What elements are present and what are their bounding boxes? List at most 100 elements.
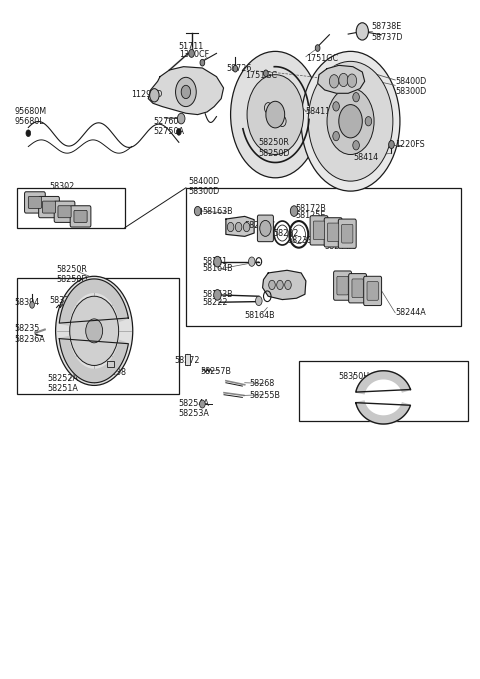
FancyBboxPatch shape (313, 221, 324, 240)
Text: 58235C: 58235C (245, 221, 276, 230)
Text: 58163B: 58163B (203, 291, 233, 299)
Text: 58323: 58323 (49, 296, 75, 305)
FancyBboxPatch shape (327, 223, 339, 242)
Text: 58244A: 58244A (395, 308, 426, 317)
Polygon shape (226, 217, 254, 236)
Circle shape (181, 86, 191, 98)
FancyBboxPatch shape (352, 279, 363, 297)
Circle shape (266, 101, 285, 128)
Polygon shape (148, 67, 224, 115)
Text: 1220FS: 1220FS (395, 140, 425, 149)
FancyBboxPatch shape (324, 218, 342, 247)
Circle shape (214, 289, 221, 300)
Text: 58232: 58232 (273, 229, 298, 238)
Circle shape (189, 50, 194, 57)
Circle shape (276, 280, 283, 289)
Circle shape (308, 61, 393, 181)
Circle shape (333, 102, 339, 111)
Circle shape (194, 206, 201, 216)
Text: 58268: 58268 (250, 379, 275, 388)
FancyBboxPatch shape (58, 206, 71, 218)
Circle shape (235, 223, 242, 232)
Bar (108, 361, 114, 367)
Text: 58252A
58251A: 58252A 58251A (47, 373, 78, 393)
FancyBboxPatch shape (42, 201, 56, 213)
FancyBboxPatch shape (338, 219, 356, 249)
Circle shape (333, 132, 339, 141)
Polygon shape (60, 337, 128, 383)
FancyBboxPatch shape (257, 215, 274, 242)
Circle shape (329, 75, 339, 88)
Circle shape (200, 59, 204, 66)
Circle shape (30, 301, 35, 308)
Text: 58125E: 58125E (296, 211, 326, 220)
Text: 58222: 58222 (203, 297, 228, 307)
Text: 58254A
58253A: 58254A 58253A (179, 399, 210, 418)
Text: 58272: 58272 (174, 356, 200, 365)
Circle shape (70, 296, 119, 365)
Circle shape (214, 256, 221, 267)
FancyBboxPatch shape (334, 271, 351, 300)
Circle shape (178, 113, 185, 124)
FancyBboxPatch shape (367, 282, 378, 300)
FancyBboxPatch shape (24, 191, 45, 213)
Polygon shape (356, 401, 410, 424)
Text: 1751GC: 1751GC (245, 71, 277, 81)
Circle shape (260, 221, 271, 236)
Text: 58394: 58394 (14, 297, 39, 307)
Text: 58164B: 58164B (245, 311, 276, 320)
Text: 58250R
58250D: 58250R 58250D (57, 265, 88, 284)
Text: 1360CF: 1360CF (179, 50, 209, 58)
Circle shape (176, 77, 196, 107)
Bar (16, 188, 125, 227)
Text: 51711: 51711 (179, 42, 204, 51)
Circle shape (26, 130, 31, 136)
FancyBboxPatch shape (342, 224, 353, 243)
FancyBboxPatch shape (39, 196, 60, 218)
FancyBboxPatch shape (74, 210, 87, 223)
Text: 58414: 58414 (353, 153, 378, 162)
Circle shape (228, 223, 234, 232)
Circle shape (255, 296, 262, 306)
Circle shape (249, 257, 255, 266)
Circle shape (269, 280, 275, 289)
Polygon shape (186, 188, 461, 326)
Bar (299, 361, 468, 421)
Circle shape (233, 65, 238, 72)
Circle shape (247, 75, 303, 155)
Circle shape (389, 141, 394, 149)
Circle shape (243, 223, 250, 232)
Circle shape (365, 117, 372, 126)
Text: 95680M
95680L: 95680M 95680L (14, 107, 47, 126)
Text: 58244A: 58244A (324, 242, 355, 251)
Text: 58255B: 58255B (250, 391, 280, 400)
Circle shape (177, 128, 181, 135)
Circle shape (356, 23, 369, 40)
Text: 58400D
58300D: 58400D 58300D (395, 77, 427, 96)
FancyBboxPatch shape (310, 216, 328, 245)
FancyBboxPatch shape (364, 276, 382, 306)
Circle shape (290, 206, 298, 217)
Text: 58726: 58726 (226, 64, 251, 73)
Text: 58738E
58737D: 58738E 58737D (372, 22, 403, 42)
Circle shape (86, 319, 103, 343)
Text: 43138: 43138 (101, 367, 126, 377)
Text: 58163B: 58163B (203, 206, 233, 215)
Text: 58235
58236A: 58235 58236A (14, 325, 45, 344)
Text: 58233: 58233 (287, 236, 312, 245)
Text: 58164B: 58164B (203, 264, 233, 274)
Circle shape (347, 74, 357, 88)
Circle shape (339, 105, 362, 138)
Bar (16, 278, 179, 394)
Polygon shape (356, 371, 410, 394)
Bar (185, 354, 190, 365)
Text: 58302: 58302 (49, 182, 75, 191)
Circle shape (353, 141, 360, 150)
Text: 52760
52750A: 52760 52750A (153, 117, 184, 136)
FancyBboxPatch shape (54, 201, 75, 223)
Circle shape (315, 45, 320, 52)
Circle shape (339, 73, 348, 87)
Polygon shape (60, 279, 128, 325)
Circle shape (353, 92, 360, 102)
Text: 1129ED: 1129ED (131, 90, 162, 99)
